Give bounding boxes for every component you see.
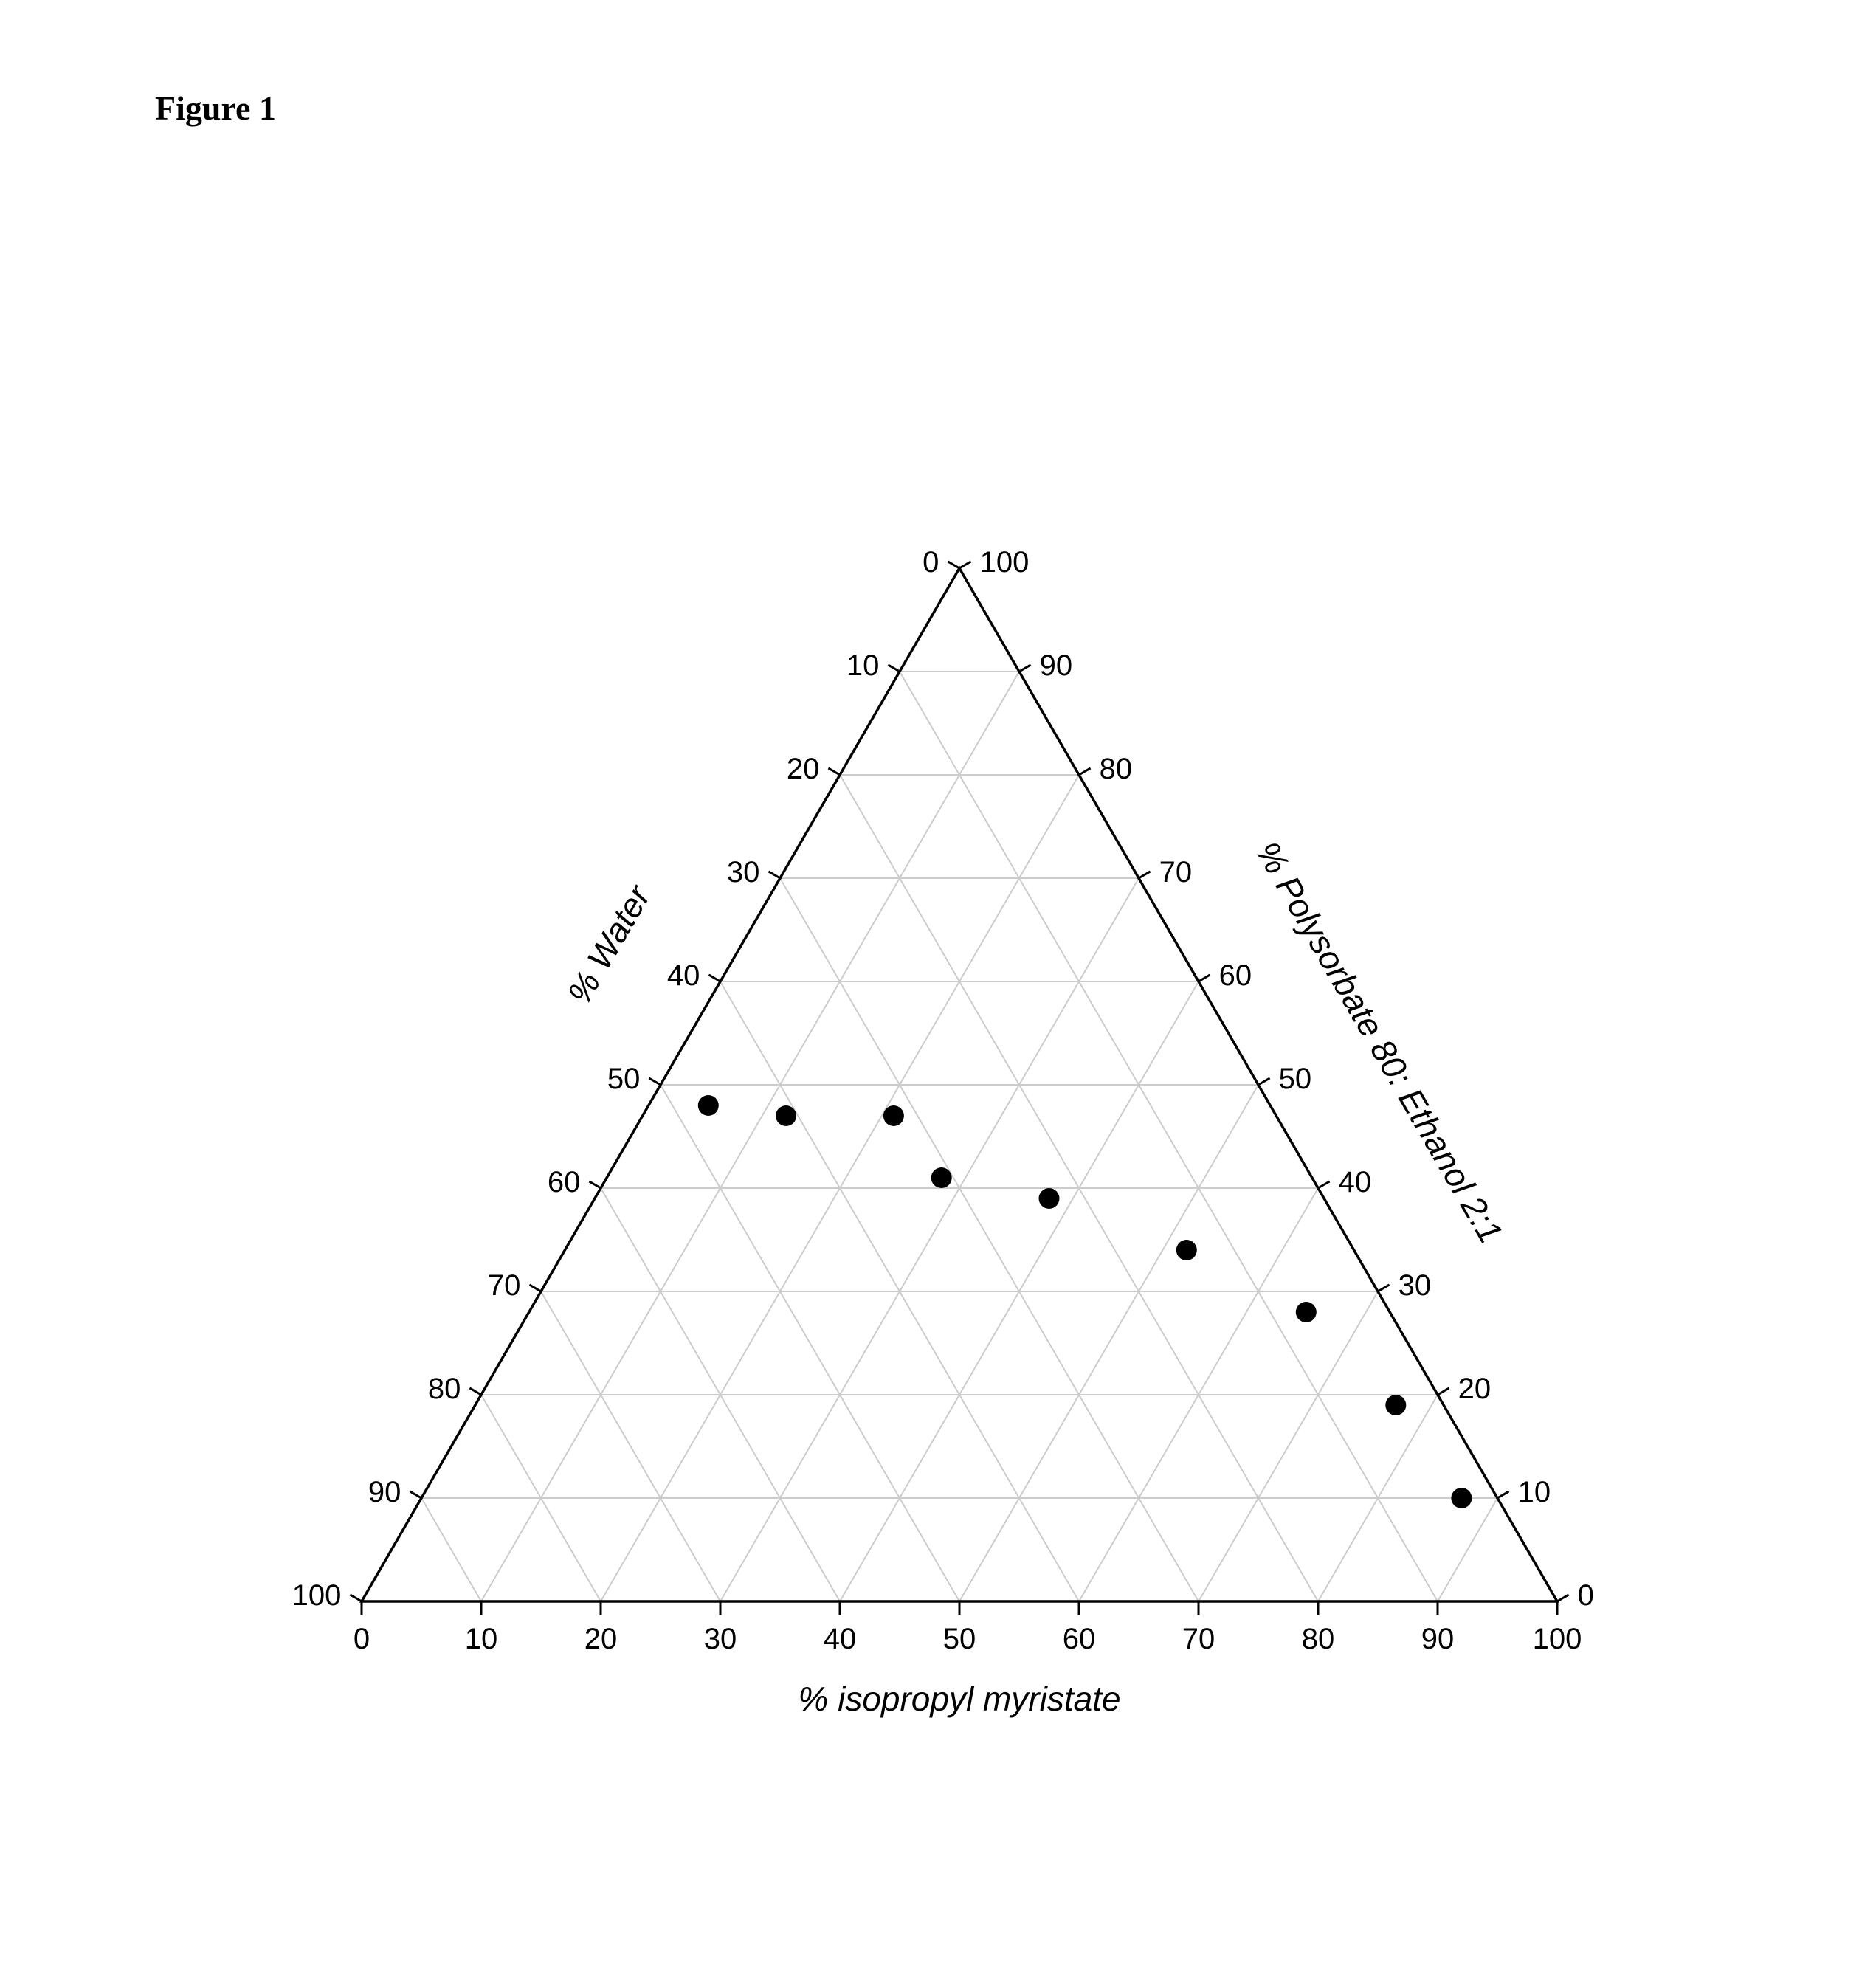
- data-point: [883, 1105, 904, 1126]
- data-point: [1451, 1488, 1472, 1508]
- left-tick-label: 50: [607, 1063, 641, 1095]
- data-point: [1385, 1395, 1406, 1415]
- right-tick-label: 50: [1279, 1063, 1312, 1095]
- bottom-tick-label: 50: [943, 1623, 976, 1655]
- left-tick-label: 0: [923, 546, 939, 579]
- bottom-tick-label: 60: [1063, 1623, 1096, 1655]
- left-tick: [350, 1595, 362, 1601]
- right-tick: [1199, 975, 1210, 981]
- left-tick-label: 20: [787, 753, 820, 785]
- right-tick-label: 70: [1159, 856, 1193, 889]
- right-tick: [959, 562, 971, 568]
- right-tick-label: 60: [1219, 959, 1252, 992]
- left-tick: [708, 975, 720, 981]
- left-axis-label: % Water: [559, 877, 658, 1010]
- bottom-tick-label: 100: [1533, 1623, 1582, 1655]
- right-tick: [1019, 665, 1031, 672]
- data-point: [1039, 1188, 1060, 1209]
- right-tick-label: 90: [1040, 649, 1073, 682]
- grid-line: [481, 672, 1019, 1601]
- right-tick: [1318, 1181, 1330, 1188]
- right-tick-label: 40: [1339, 1166, 1372, 1198]
- left-tick-label: 40: [667, 959, 700, 992]
- grid-line: [720, 878, 1139, 1601]
- grid-line: [959, 1085, 1258, 1601]
- left-tick-label: 70: [488, 1269, 521, 1302]
- bottom-tick-label: 90: [1421, 1623, 1455, 1655]
- left-tick-label: 10: [846, 649, 880, 682]
- bottom-tick-label: 80: [1302, 1623, 1335, 1655]
- grid-line: [541, 1291, 720, 1601]
- bottom-tick-label: 10: [465, 1623, 498, 1655]
- bottom-tick-label: 30: [704, 1623, 737, 1655]
- data-point: [1176, 1240, 1197, 1260]
- left-tick-label: 60: [548, 1166, 581, 1198]
- grid-line: [780, 878, 1199, 1601]
- ternary-plot: 0102030405060708090100010203040506070809…: [192, 502, 1727, 1867]
- data-point: [1296, 1302, 1317, 1322]
- bottom-tick-label: 0: [354, 1623, 370, 1655]
- left-tick: [589, 1181, 601, 1188]
- right-tick: [1139, 872, 1151, 878]
- right-tick: [1079, 768, 1091, 775]
- right-tick-label: 0: [1578, 1579, 1594, 1612]
- left-tick: [410, 1491, 421, 1498]
- left-tick: [828, 768, 840, 775]
- right-tick-label: 30: [1399, 1269, 1432, 1302]
- figure-title: Figure 1: [155, 89, 276, 128]
- data-point: [931, 1167, 952, 1188]
- left-tick-label: 30: [727, 856, 760, 889]
- left-tick: [888, 665, 900, 672]
- data-point: [776, 1105, 796, 1126]
- right-axis-label: % Polysorbate 80: Ethanol 2:1: [1249, 835, 1511, 1250]
- right-tick: [1378, 1285, 1390, 1291]
- left-tick-label: 100: [292, 1579, 342, 1612]
- grid-line: [1438, 1498, 1497, 1601]
- left-tick: [768, 872, 780, 878]
- right-tick-label: 20: [1458, 1373, 1492, 1405]
- right-tick: [1438, 1388, 1449, 1395]
- grid-line: [1199, 1291, 1378, 1601]
- page: Figure 1 0102030405060708090100010203040…: [0, 0, 1876, 1977]
- bottom-tick-label: 40: [824, 1623, 857, 1655]
- right-tick: [1557, 1595, 1569, 1601]
- right-tick-label: 10: [1518, 1476, 1551, 1508]
- grid-line: [421, 1498, 481, 1601]
- bottom-axis-label: % isopropyl myristate: [798, 1680, 1120, 1718]
- data-point: [698, 1095, 719, 1116]
- bottom-tick-label: 20: [584, 1623, 618, 1655]
- right-tick-label: 100: [980, 546, 1030, 579]
- right-tick: [1258, 1078, 1270, 1085]
- right-tick-label: 80: [1100, 753, 1133, 785]
- grid-line: [900, 672, 1438, 1601]
- left-tick: [948, 562, 959, 568]
- right-tick: [1497, 1491, 1509, 1498]
- left-tick: [469, 1388, 481, 1395]
- grid-line: [661, 1085, 959, 1601]
- bottom-tick-label: 70: [1182, 1623, 1215, 1655]
- left-tick: [649, 1078, 661, 1085]
- left-tick-label: 90: [368, 1476, 401, 1508]
- left-tick-label: 80: [428, 1373, 461, 1405]
- left-tick: [529, 1285, 541, 1291]
